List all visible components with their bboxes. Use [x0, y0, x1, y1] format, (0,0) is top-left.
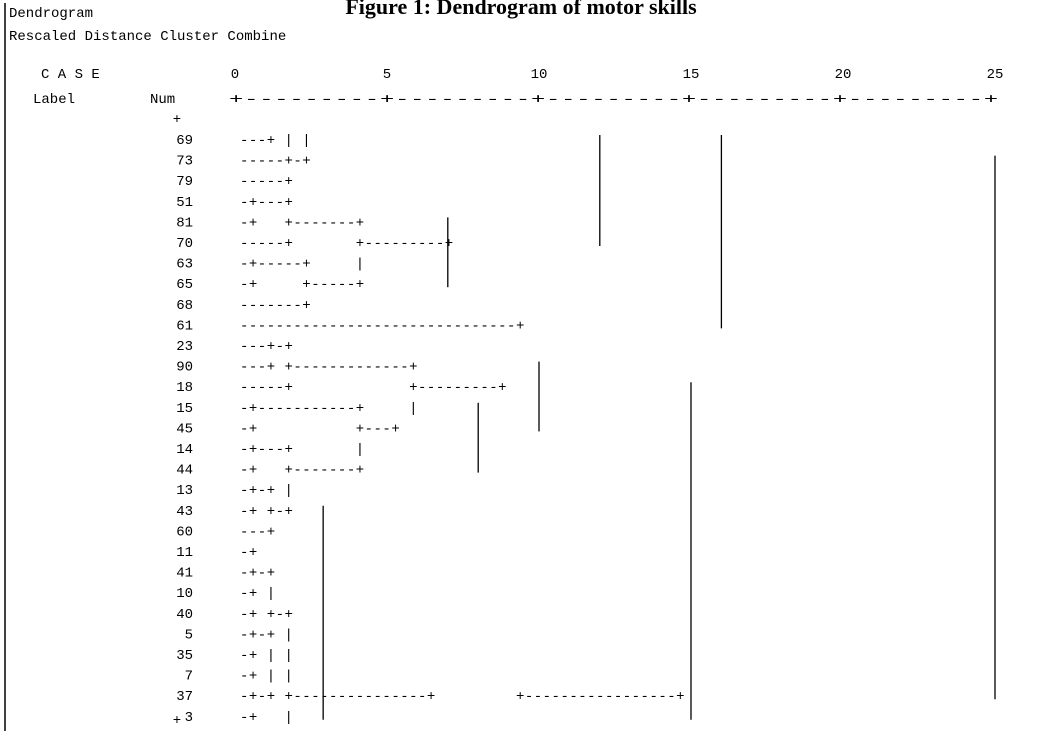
- dendrogram-branch-37: -+-+ +---------------+ +----------------…: [240, 689, 685, 705]
- case-number-10: 10: [176, 586, 193, 602]
- top-plus-marker: +: [173, 112, 181, 128]
- dendrogram-branch-45: -+ +---+: [240, 421, 400, 437]
- case-number-41: 41: [176, 566, 193, 582]
- x-tick-label-15: 15: [683, 67, 700, 83]
- num-column-header: Num: [150, 92, 175, 108]
- dendrogram-branch-61: -------------------------------+: [240, 318, 525, 334]
- case-number-61: 61: [176, 318, 193, 334]
- dendrogram-branch-63: -+-----+ |: [240, 257, 365, 273]
- dendrogram-branch-35: -+ | |: [240, 648, 293, 664]
- dendrogram-rows: 69 ---+ | |73 -----+-+79 -----+51 -+---+81 -+…: [176, 133, 685, 726]
- dendrogram-branch-65: -+ +-----+: [240, 277, 365, 293]
- dendrogram-branch-7: -+ | |: [240, 669, 293, 685]
- dendrogram-branch-18: -----+ +---------+: [240, 380, 507, 396]
- dendrogram-branch-15: -+-----------+ |: [240, 401, 418, 417]
- dendrogram-branch-23: ---+-+: [240, 339, 293, 355]
- label-column-header: Label: [33, 92, 75, 108]
- dendrogram-branch-5: -+-+ |: [240, 627, 293, 643]
- case-number-40: 40: [176, 607, 193, 623]
- x-axis-scale-line: +---------+---------+---------+---------…: [229, 92, 999, 108]
- case-number-51: 51: [176, 195, 193, 211]
- case-number-65: 65: [176, 277, 193, 293]
- case-number-13: 13: [176, 483, 193, 499]
- dendrogram-label: Dendrogram: [9, 6, 93, 22]
- dendrogram-branch-70: -----+ +---------+: [240, 236, 454, 252]
- x-tick-label-20: 20: [835, 67, 852, 83]
- x-tick-label-10: 10: [531, 67, 548, 83]
- case-number-7: 7: [185, 669, 193, 685]
- dendrogram-branch-43: -+ +-+: [240, 504, 293, 520]
- x-tick-label-25: 25: [987, 67, 1004, 83]
- case-number-14: 14: [176, 442, 193, 458]
- bottom-plus-marker: +: [173, 713, 181, 729]
- dendrogram-branch-73: -----+-+: [240, 154, 311, 170]
- case-number-70: 70: [176, 236, 193, 252]
- case-number-5: 5: [185, 627, 193, 643]
- case-number-73: 73: [176, 154, 193, 170]
- dendrogram-branch-11: -+: [240, 545, 258, 561]
- case-number-60: 60: [176, 524, 193, 540]
- dendrogram-vertical-links: [322, 135, 996, 720]
- case-number-63: 63: [176, 257, 193, 273]
- case-number-15: 15: [176, 401, 193, 417]
- dendrogram-branch-60: ---+: [240, 524, 276, 540]
- case-number-18: 18: [176, 380, 193, 396]
- dendrogram-branch-40: -+ +-+: [240, 607, 293, 623]
- case-number-45: 45: [176, 421, 193, 437]
- case-number-81: 81: [176, 215, 193, 231]
- x-axis-ticks: 0 5 10 15 20 25: [231, 67, 1004, 83]
- dendrogram-branch-44: -+ +-------+: [240, 463, 365, 479]
- figure-title: Figure 1: Dendrogram of motor skills: [345, 0, 697, 19]
- case-number-11: 11: [176, 545, 193, 561]
- dendrogram-branch-10: -+ |: [240, 586, 276, 602]
- case-number-69: 69: [176, 133, 193, 149]
- dendrogram-branch-14: -+---+ |: [240, 442, 365, 458]
- case-number-3: 3: [185, 710, 193, 726]
- x-tick-label-5: 5: [383, 67, 391, 83]
- case-number-43: 43: [176, 504, 193, 520]
- dendrogram-branch-69: ---+ | |: [240, 133, 311, 149]
- case-number-90: 90: [176, 360, 193, 376]
- case-number-37: 37: [176, 689, 193, 705]
- rescaled-distance-label: Rescaled Distance Cluster Combine: [9, 29, 286, 45]
- x-tick-label-0: 0: [231, 67, 239, 83]
- dendrogram-branch-79: -----+: [240, 174, 293, 190]
- dendrogram-branch-68: -------+: [240, 298, 311, 314]
- case-number-35: 35: [176, 648, 193, 664]
- case-number-23: 23: [176, 339, 193, 355]
- case-number-44: 44: [176, 463, 193, 479]
- dendrogram-branch-90: ---+ +-------------+: [240, 360, 418, 376]
- dendrogram-branch-13: -+-+ |: [240, 483, 293, 499]
- case-number-79: 79: [176, 174, 193, 190]
- case-header: C A S E: [41, 67, 100, 83]
- dendrogram-branch-3: -+ |: [240, 710, 293, 726]
- dendrogram-branch-51: -+---+: [240, 195, 293, 211]
- case-number-68: 68: [176, 298, 193, 314]
- dendrogram-branch-41: -+-+: [240, 566, 276, 582]
- dendrogram-branch-81: -+ +-------+: [240, 215, 365, 231]
